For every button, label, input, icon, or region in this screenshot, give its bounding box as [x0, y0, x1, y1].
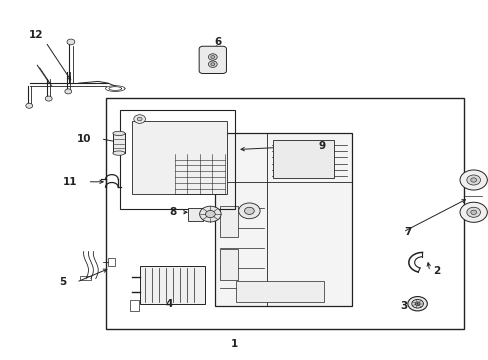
Circle shape — [244, 207, 254, 215]
Circle shape — [210, 55, 214, 58]
Circle shape — [67, 39, 75, 45]
Bar — [105, 98, 463, 329]
Bar — [130, 300, 139, 311]
Bar — [272, 140, 333, 178]
Text: 3: 3 — [400, 301, 407, 311]
Circle shape — [459, 170, 487, 190]
Circle shape — [45, 96, 52, 101]
FancyBboxPatch shape — [199, 46, 226, 73]
Ellipse shape — [113, 151, 125, 155]
Bar — [220, 206, 237, 237]
Circle shape — [137, 117, 142, 121]
Text: 6: 6 — [214, 37, 221, 47]
Circle shape — [466, 175, 480, 185]
Text: 5: 5 — [59, 277, 66, 287]
Ellipse shape — [113, 131, 125, 135]
Text: 11: 11 — [63, 177, 78, 187]
Bar — [120, 110, 234, 209]
Circle shape — [199, 206, 221, 222]
Bar — [108, 258, 115, 266]
Circle shape — [26, 103, 33, 108]
Circle shape — [414, 302, 419, 306]
Circle shape — [134, 115, 145, 123]
Text: 1: 1 — [231, 339, 238, 349]
Bar — [140, 266, 205, 304]
Text: 2: 2 — [432, 266, 440, 276]
Text: 7: 7 — [404, 227, 411, 237]
Text: 10: 10 — [76, 134, 91, 144]
Circle shape — [238, 203, 260, 219]
Circle shape — [470, 178, 476, 182]
Circle shape — [208, 54, 217, 60]
Bar — [235, 281, 324, 302]
Text: 12: 12 — [28, 30, 43, 40]
Circle shape — [459, 202, 487, 222]
Bar — [80, 276, 91, 280]
Bar — [132, 121, 227, 194]
Circle shape — [470, 210, 476, 215]
Text: 4: 4 — [165, 299, 172, 309]
Circle shape — [411, 300, 423, 308]
Circle shape — [210, 63, 214, 66]
Circle shape — [65, 89, 72, 94]
Text: 8: 8 — [169, 207, 176, 217]
Bar — [188, 208, 203, 221]
Bar — [220, 249, 237, 280]
Bar — [215, 134, 351, 306]
Text: 9: 9 — [318, 141, 325, 151]
Circle shape — [466, 207, 480, 217]
Bar — [113, 134, 125, 153]
Circle shape — [205, 211, 215, 218]
Circle shape — [208, 61, 217, 67]
Circle shape — [407, 297, 427, 311]
